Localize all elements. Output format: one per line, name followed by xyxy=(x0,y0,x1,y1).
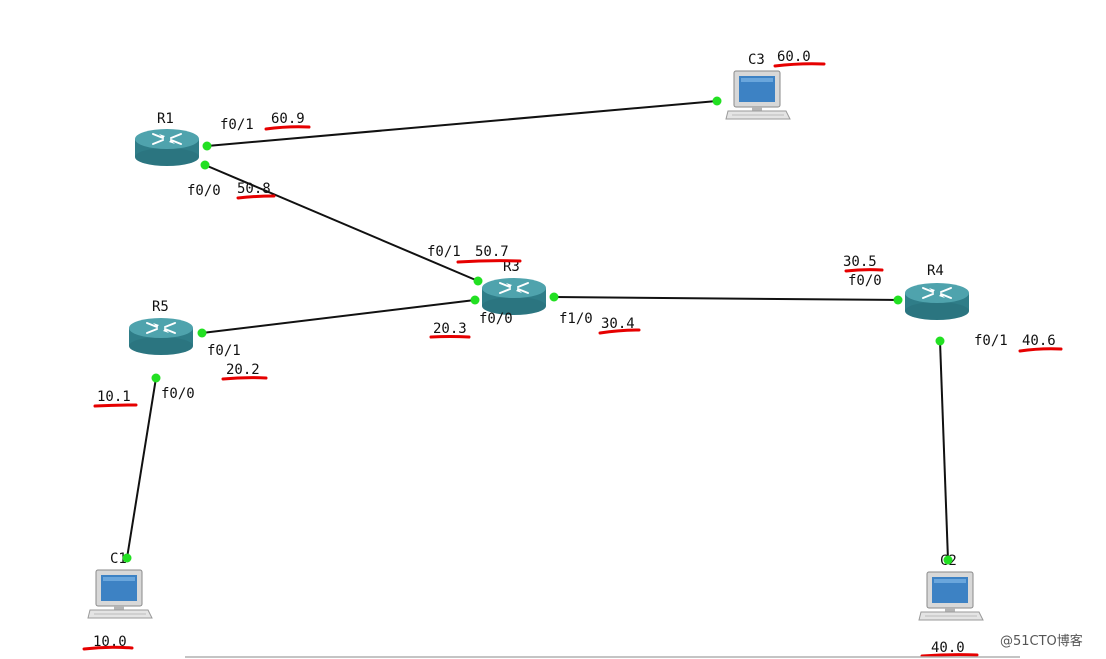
router-icon xyxy=(481,277,547,316)
port-label-r4-f00: f0/0 xyxy=(848,273,882,289)
port-label-r1-f01: f0/1 xyxy=(220,117,254,133)
address-annotation-r3-f10: 30.4 xyxy=(598,316,641,335)
svg-text:30.4: 30.4 xyxy=(601,316,635,332)
address-annotation-r1-f01: 60.9 xyxy=(264,111,311,131)
address-annotation-r4-f00: 30.5 xyxy=(843,254,884,273)
address-annotation-c3: 60.0 xyxy=(773,49,826,68)
device-label-r1: R1 xyxy=(157,111,174,127)
port-dot-c1 xyxy=(122,553,132,563)
device-label-r3: R3 xyxy=(503,259,520,275)
port-dot-r3-f01 xyxy=(473,276,483,286)
computer-icon xyxy=(918,571,984,621)
port-label-r4-f01: f0/1 xyxy=(974,333,1008,349)
port-dot-r1-f01 xyxy=(202,141,212,151)
address-annotation-r4-f01: 40.6 xyxy=(1018,333,1063,353)
link-r5-c1 xyxy=(126,377,157,559)
link-r1-c3 xyxy=(206,100,718,147)
address-annotation-c2: 40.0 xyxy=(920,640,979,658)
svg-text:40.0: 40.0 xyxy=(931,640,965,656)
svg-text:50.8: 50.8 xyxy=(237,181,271,197)
port-label-r5-f00: f0/0 xyxy=(161,386,195,402)
address-annotation-r3-f01: 50.7 xyxy=(456,244,522,264)
router-r5[interactable]: R5 xyxy=(128,299,194,356)
svg-text:60.9: 60.9 xyxy=(271,111,305,127)
svg-text:30.5: 30.5 xyxy=(843,254,877,270)
svg-text:60.0: 60.0 xyxy=(777,49,811,65)
link-r5-r3 xyxy=(201,299,476,334)
link-r1-r3 xyxy=(204,164,479,282)
computer-icon xyxy=(725,70,791,120)
port-label-r1-f00: f0/0 xyxy=(187,183,221,199)
svg-text:50.7: 50.7 xyxy=(475,244,509,260)
link-r3-r4 xyxy=(553,296,899,301)
port-dot-c3 xyxy=(712,96,722,106)
device-label-c1: C1 xyxy=(110,551,127,567)
device-label-r4: R4 xyxy=(927,263,944,279)
address-annotation-r5-f00: 10.1 xyxy=(93,389,138,408)
port-dot-r3-f10 xyxy=(549,292,559,302)
port-label-r3-f01: f0/1 xyxy=(427,244,461,260)
port-dot-r4-f00 xyxy=(893,295,903,305)
port-dot-r3-f00 xyxy=(470,295,480,305)
computer-c3[interactable]: C3 xyxy=(725,52,791,120)
svg-text:10.1: 10.1 xyxy=(97,389,131,405)
computer-icon xyxy=(87,569,153,619)
svg-text:20.3: 20.3 xyxy=(433,321,467,337)
address-annotation-r1-f00: 50.8 xyxy=(236,181,276,200)
port-dot-c2 xyxy=(943,555,953,565)
router-r1[interactable]: R1 xyxy=(134,111,200,167)
computer-c1[interactable]: C1 xyxy=(87,551,153,619)
router-r3[interactable]: R3 xyxy=(481,259,547,316)
port-dot-r5-f01 xyxy=(197,328,207,338)
port-label-r3-f00: f0/0 xyxy=(479,311,513,327)
address-annotation-r5-f01: 20.2 xyxy=(221,362,268,381)
port-label-r5-f01: f0/1 xyxy=(207,343,241,359)
svg-text:20.2: 20.2 xyxy=(226,362,260,378)
link-r4-c2 xyxy=(939,340,949,561)
port-dot-r4-f01 xyxy=(935,336,945,346)
address-annotation-c1: 10.0 xyxy=(82,634,134,651)
watermark-text: @51CTO博客 xyxy=(1000,633,1083,649)
device-label-r5: R5 xyxy=(152,299,169,315)
device-label-c3: C3 xyxy=(748,52,765,68)
address-annotation-r3-f00: 20.3 xyxy=(429,321,471,339)
port-label-r3-f10: f1/0 xyxy=(559,311,593,327)
router-r4[interactable]: R4 xyxy=(904,263,970,321)
router-icon xyxy=(128,317,194,356)
router-icon xyxy=(904,282,970,321)
svg-text:40.6: 40.6 xyxy=(1022,333,1056,349)
port-dot-r1-f00 xyxy=(200,160,210,170)
port-dot-r5-f00 xyxy=(151,373,161,383)
router-icon xyxy=(134,128,200,167)
